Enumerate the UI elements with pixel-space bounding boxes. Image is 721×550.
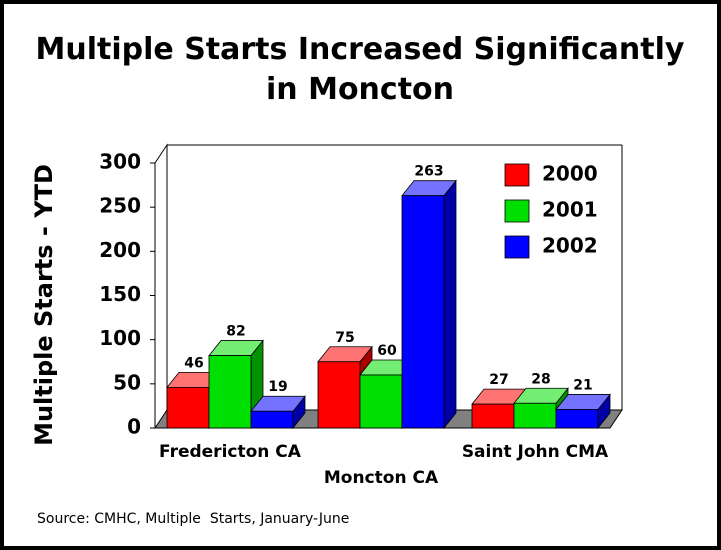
bar	[401, 179, 457, 430]
y-axis-label: Multiple Starts - YTD	[30, 164, 58, 446]
value-label: 21	[573, 377, 592, 393]
value-label: 75	[335, 330, 354, 346]
x-tick-label: Moncton CA	[324, 468, 439, 488]
bar-front	[555, 409, 599, 429]
value-label: 263	[414, 164, 443, 180]
value-label: 27	[489, 372, 508, 388]
legend-swatch	[504, 163, 530, 187]
value-label: 46	[184, 355, 203, 371]
y-tick-label: 200	[99, 238, 141, 262]
y-tick-label: 250	[99, 194, 141, 218]
bar-front	[208, 355, 252, 429]
legend-label: 2002	[542, 234, 598, 258]
bar-front	[471, 403, 515, 429]
y-tick-label: 0	[127, 415, 141, 439]
value-label: 82	[226, 324, 245, 340]
y-tick-label: 50	[113, 370, 141, 394]
source-note: Source: CMHC, Multiple Starts, January-J…	[37, 511, 350, 527]
bar-front	[166, 386, 210, 429]
value-label: 19	[268, 379, 287, 395]
value-label: 28	[531, 371, 550, 387]
bar-front	[513, 402, 557, 429]
legend-label: 2001	[542, 198, 598, 222]
legend-swatch	[504, 199, 530, 223]
y-tick-label: 150	[99, 282, 141, 306]
x-tick-label: Saint John CMA	[462, 442, 609, 462]
bar	[250, 395, 306, 430]
chart-title: Multiple Starts Increased Significantly …	[35, 32, 685, 107]
bar-front	[250, 410, 294, 429]
x-tick-label: Fredericton CA	[159, 442, 302, 462]
legend-swatch	[504, 235, 530, 259]
bar-front	[401, 195, 445, 429]
bar-front	[317, 361, 361, 429]
value-label: 60	[377, 343, 397, 359]
y-tick-label: 300	[99, 150, 141, 174]
y-tick-label: 100	[99, 326, 141, 350]
bar-front	[359, 374, 403, 429]
bar-side	[443, 179, 457, 430]
bar	[555, 393, 611, 430]
legend-label: 2000	[542, 162, 598, 186]
